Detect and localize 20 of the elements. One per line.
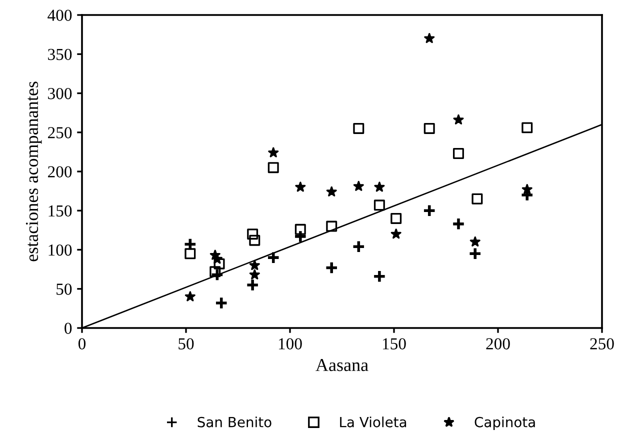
y-tick-label: 350 — [48, 48, 72, 60]
legend-label: San Benito — [198, 416, 272, 428]
legend-label: Capinota — [474, 416, 535, 430]
x-tick-label: 100 — [278, 338, 302, 350]
legend-label: La Violeta — [340, 416, 406, 428]
x-axis-title: Aasana — [316, 359, 368, 372]
y-tick-label: 50 — [56, 284, 72, 295]
y-tick-label: 100 — [48, 244, 72, 256]
x-tick-label: 50 — [178, 338, 194, 350]
x-tick-label: 250 — [590, 338, 614, 350]
y-axis-title: estaciones acompanantes — [26, 82, 42, 262]
x-tick-label: 200 — [486, 338, 510, 350]
y-tick-label: 250 — [48, 127, 72, 138]
y-tick-label: 0 — [64, 322, 72, 334]
x-tick-label: 0 — [78, 338, 86, 350]
y-tick-label: 400 — [48, 10, 72, 21]
y-tick-label: 300 — [48, 88, 72, 100]
x-tick-label: 150 — [382, 338, 406, 350]
y-tick-label: 200 — [48, 166, 72, 178]
y-tick-label: 150 — [48, 205, 72, 217]
